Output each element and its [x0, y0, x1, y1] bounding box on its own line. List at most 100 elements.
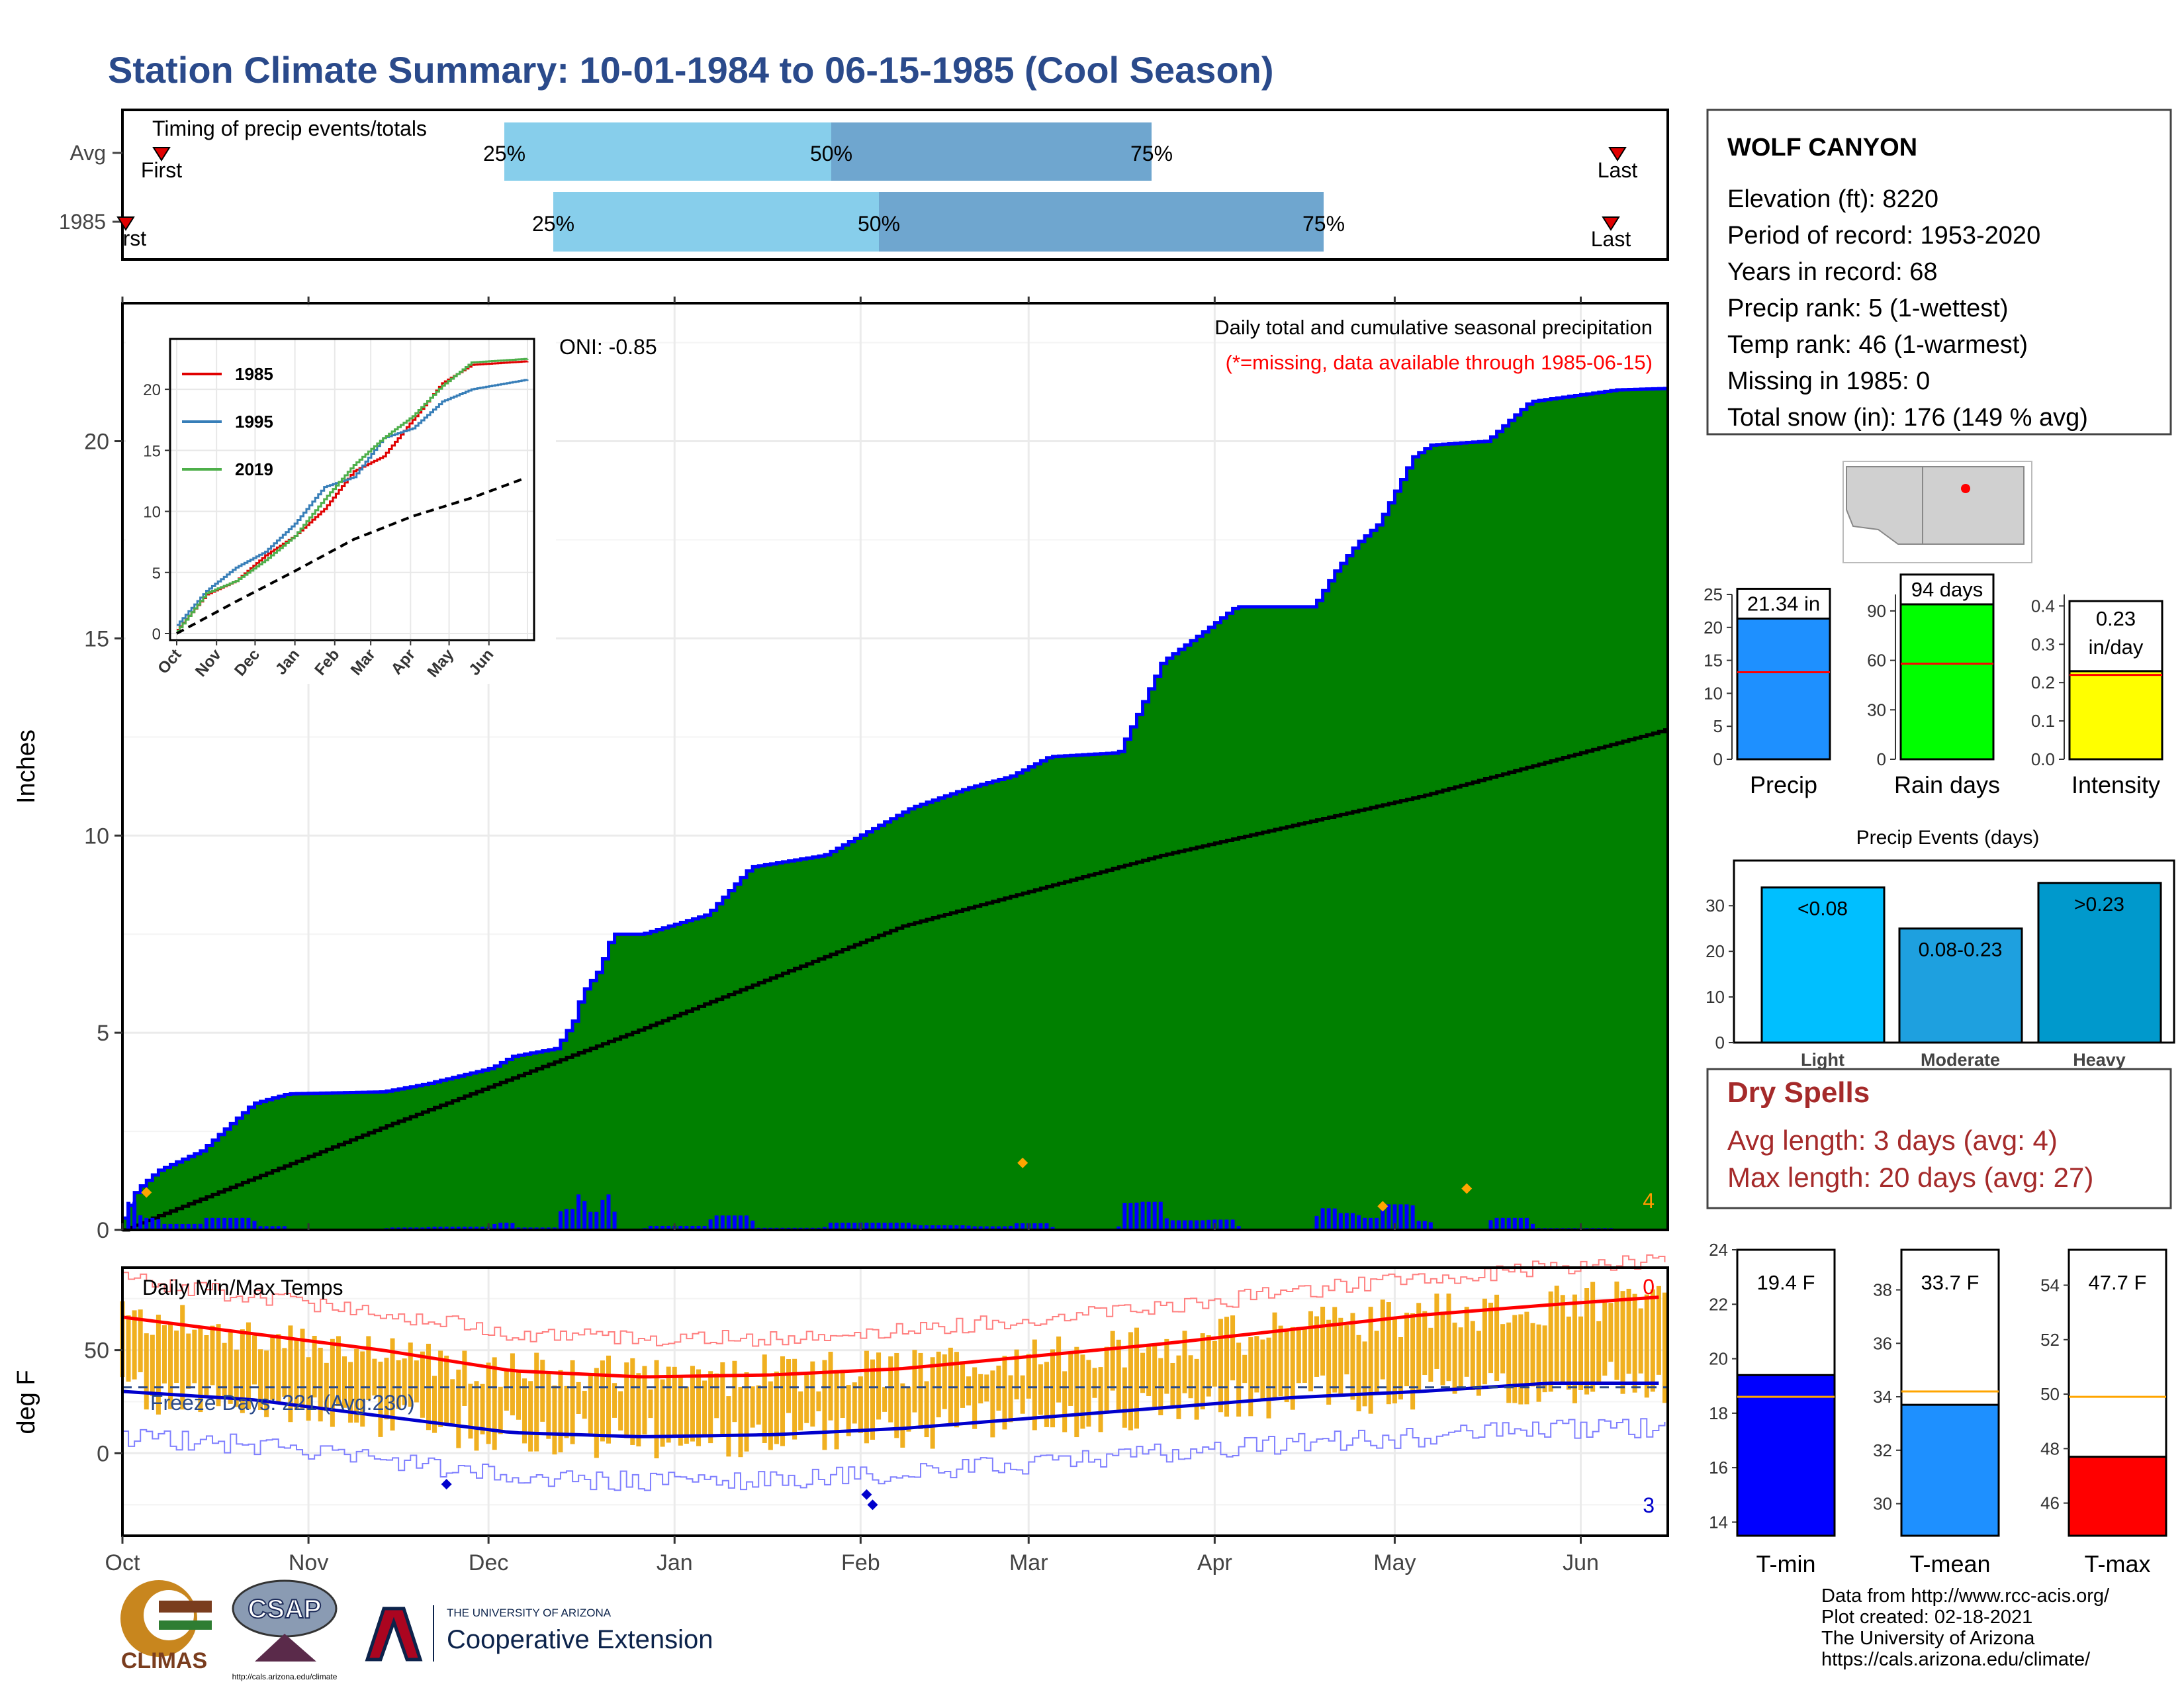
summary-tick-label: 60 [1867, 651, 1886, 671]
daily-temp-bar [1380, 1299, 1385, 1380]
daily-temp-bar [1344, 1325, 1349, 1375]
daily-temp-bar [708, 1371, 713, 1444]
inset-legend: 1985 1995 2019 [182, 364, 273, 479]
daily-temp-bar [486, 1362, 491, 1444]
daily-temp-bar [1200, 1333, 1205, 1410]
daily-precip-bar [954, 1225, 959, 1230]
daily-precip-bar [1002, 1226, 1007, 1230]
daily-temp-bar [804, 1374, 809, 1423]
daily-temp-bar [210, 1325, 215, 1385]
daily-temp-bar [1272, 1312, 1277, 1401]
daily-temp-bar [161, 1325, 167, 1383]
summary-bar [2068, 670, 2163, 761]
temp-summary-tick-label: 36 [1873, 1333, 1892, 1353]
daily-precip-bar [829, 1223, 833, 1230]
daily-temp-bar [786, 1359, 792, 1413]
daily-temp-bar [576, 1382, 581, 1415]
temp-summary-bars: 14 16 18 20 22 24 19.4 F T-min 30 32 34 36 38 33.7 F T… [1709, 1240, 2167, 1577]
daily-temp-bar [846, 1385, 851, 1436]
inset-frame [169, 338, 535, 641]
daily-precip-bar [1428, 1222, 1433, 1230]
daily-temp-bar [204, 1335, 209, 1395]
daily-temp-bar [1296, 1327, 1301, 1383]
daily-temp-bar [1662, 1292, 1667, 1403]
daily-temp-bar [1548, 1291, 1553, 1392]
temp-summary-tick-label: 48 [2040, 1438, 2060, 1458]
events-tick-label: 20 [1706, 941, 1725, 961]
tmin-average-line [122, 1381, 1659, 1438]
daily-precip-bar [180, 1223, 185, 1230]
daily-temp-bar [930, 1357, 935, 1449]
record-low-line [122, 1418, 1666, 1491]
daily-temp-bar [504, 1370, 509, 1411]
daily-temp-bar [216, 1324, 221, 1407]
daily-precip-bar [696, 1225, 701, 1230]
timing-avg-first: First [141, 158, 182, 182]
daily-temp-bar [180, 1305, 185, 1410]
daily-temp-bar [762, 1354, 767, 1443]
daily-temp-bar [594, 1368, 599, 1458]
daily-precip-bar [1134, 1202, 1139, 1230]
daily-temp-bar [1032, 1339, 1037, 1430]
daily-temp-bar [1518, 1314, 1524, 1405]
events-bar-label: >0.23 [2074, 894, 2124, 915]
timing-title: Timing of precip events/totals [152, 117, 427, 140]
temp-y-axis: 0 50 [84, 1338, 122, 1466]
daily-temp-bar [1584, 1288, 1590, 1395]
events-bar [1760, 886, 1886, 1044]
daily-temp-bar [624, 1362, 629, 1438]
summary-tick-label: 15 [1704, 651, 1723, 671]
month-label: Nov [289, 1550, 328, 1575]
station-temp-rank: Temp rank: 46 (1-warmest) [1727, 331, 2028, 359]
daily-temp-bar [1422, 1311, 1428, 1376]
daily-precip-bar [576, 1194, 581, 1230]
daily-precip-bar [846, 1223, 851, 1230]
daily-precip-bar [258, 1226, 263, 1230]
daily-temp-bar [1446, 1293, 1451, 1382]
summary-tick-label: 25 [1704, 585, 1723, 604]
events-bar-label: <0.08 [1797, 898, 1848, 920]
daily-precip-bar [1381, 1206, 1385, 1230]
daily-temp-bar [1062, 1371, 1068, 1432]
daily-temp-bar [360, 1351, 365, 1427]
daily-temp-bar [648, 1389, 653, 1419]
daily-temp-bar [396, 1360, 401, 1409]
climas-band-green [159, 1620, 212, 1630]
daily-temp-bar [390, 1338, 395, 1431]
daily-temp-bar [1452, 1323, 1457, 1394]
daily-precip-bar [612, 1211, 617, 1230]
temp-summary-tick-label: 18 [1709, 1403, 1728, 1423]
daily-precip-bar [1416, 1221, 1421, 1230]
daily-temp-bar [288, 1325, 293, 1423]
footer-line-4: https://cals.arizona.edu/climate/ [1821, 1649, 2091, 1670]
temp-bottom-count: 3 [1643, 1493, 1655, 1517]
daily-temp-bar [810, 1361, 815, 1427]
ua-big-text: Cooperative Extension [447, 1625, 713, 1654]
daily-temp-bar [1224, 1317, 1230, 1417]
dry-spells-avg: Avg length: 3 days (avg: 4) [1727, 1125, 2058, 1156]
daily-temp-bar [1356, 1335, 1361, 1412]
daily-temp-bar [1428, 1327, 1433, 1382]
daily-precip-bar [684, 1225, 689, 1230]
daily-precip-bar [1218, 1219, 1223, 1230]
daily-precip-bar [1488, 1220, 1493, 1230]
temp-title: Daily Min/Max Temps [142, 1276, 343, 1299]
daily-temp-bar [1386, 1302, 1391, 1405]
daily-precip-bar [1530, 1223, 1535, 1230]
daily-temp-bar [276, 1334, 281, 1405]
daily-temp-bar [1566, 1316, 1571, 1390]
csap-mountain-icon [255, 1634, 316, 1662]
temp-summary-tick-label: 34 [1873, 1387, 1892, 1407]
daily-precip-bar [870, 1223, 875, 1230]
daily-precip-bar [1518, 1217, 1523, 1230]
daily-temp-bar [1410, 1313, 1416, 1410]
daily-precip-bar [990, 1226, 995, 1230]
summary-label-box [2068, 600, 2163, 673]
month-axis: Oct Nov Dec Jan Feb Mar Apr May Jun [105, 297, 1599, 1575]
daily-temp-bar [1020, 1375, 1025, 1414]
daily-precip-bar [864, 1223, 869, 1230]
temp-summary-tick-label: 30 [1873, 1494, 1892, 1514]
daily-temp-bar [528, 1381, 533, 1452]
